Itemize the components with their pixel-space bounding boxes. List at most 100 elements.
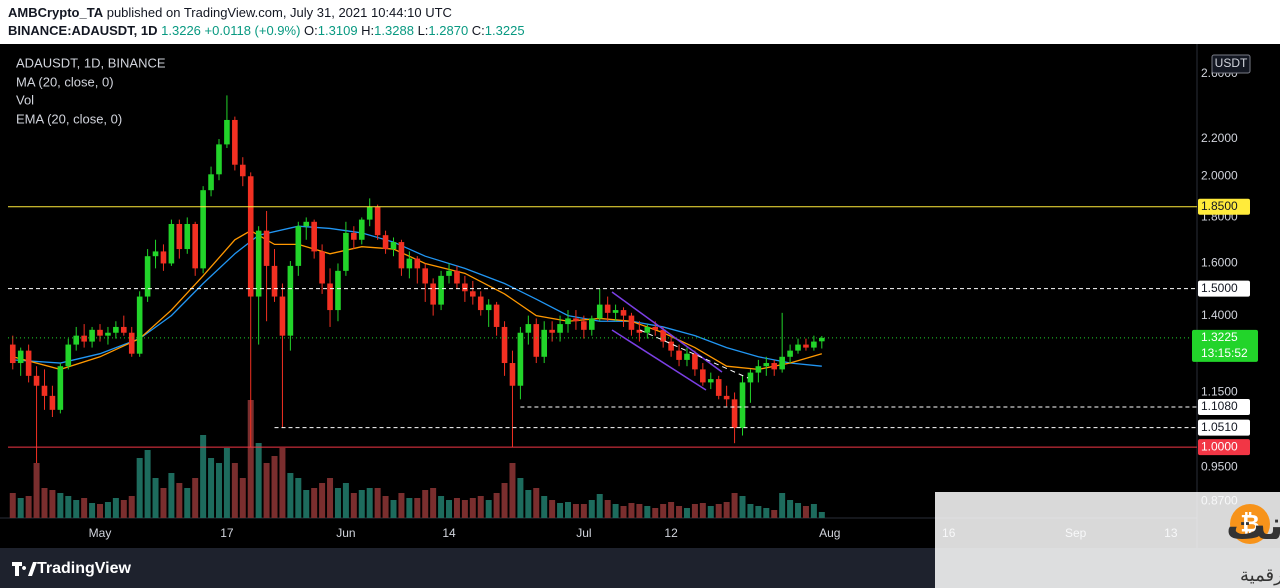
candle-body: [160, 251, 167, 264]
volume-bar: [239, 478, 246, 518]
volume-bar: [327, 478, 334, 518]
volume-bar: [81, 498, 88, 518]
candle-body: [319, 251, 325, 284]
candle-body: [136, 296, 143, 354]
x-tick-label: 14: [442, 526, 456, 540]
x-tick-label: Jun: [336, 526, 355, 540]
level-label-bg: [1198, 399, 1250, 416]
candle-body: [9, 344, 16, 364]
level-label-bg: [1198, 439, 1250, 456]
volume-bar: [9, 493, 16, 518]
volume-bar: [818, 512, 825, 518]
volume-bar: [342, 483, 349, 518]
candle-body: [263, 230, 270, 266]
btc-logo: [1230, 504, 1270, 544]
volume-bar: [374, 488, 381, 518]
volume-bar: [279, 448, 286, 518]
volume-bar: [572, 504, 579, 518]
published: published on TradingView.com, July 31, 2…: [106, 5, 452, 20]
x-tick-label: May: [89, 526, 112, 540]
candle-body: [335, 270, 341, 311]
candle-body: [406, 258, 413, 269]
candle-body: [533, 324, 540, 357]
volume-bar: [596, 494, 603, 518]
candle-body: [105, 332, 111, 336]
volume-bar: [779, 493, 786, 518]
candle-body: [232, 119, 238, 165]
volume-bar: [17, 498, 24, 518]
volume-bar: [255, 443, 262, 518]
level-label: 1.1080: [1201, 399, 1238, 413]
candle-body: [573, 318, 579, 322]
candle-body: [255, 230, 262, 297]
x-tick-label: 12: [664, 526, 678, 540]
channel-top: [611, 291, 723, 373]
candle-body: [581, 321, 587, 330]
volume-bar: [104, 502, 111, 518]
x-tick-label: Aug: [819, 526, 840, 540]
y-tick-label: 1.1500: [1201, 385, 1238, 399]
legend-vol: Vol: [16, 92, 34, 107]
x-tick-label: Jul: [576, 526, 591, 540]
candle-body: [509, 363, 516, 386]
candle-body: [755, 366, 762, 373]
header: AMBCrypto_TA published on TradingView.co…: [8, 4, 525, 40]
volume-bar: [223, 448, 230, 518]
candle-body: [612, 310, 619, 313]
volume-bar: [406, 498, 413, 518]
candle-body: [176, 223, 183, 250]
volume-bar: [604, 500, 611, 518]
btc-symbol: ₿: [1240, 510, 1260, 537]
candle-body: [462, 283, 468, 292]
currency: USDT: [1215, 56, 1248, 70]
volume-bar: [33, 463, 40, 518]
symbol-line: BINANCE:ADAUSDT, 1D 1.3226 +0.0118 (+0.9…: [8, 22, 525, 40]
volume-bar: [144, 450, 151, 518]
volume-bar: [176, 483, 183, 518]
candle-body: [168, 223, 175, 264]
watermark-subtitle: أخبار العملات الرقمية: [1240, 563, 1280, 586]
level-label: 1.8500: [1201, 199, 1238, 213]
o: O:: [304, 23, 318, 38]
volume-bar: [390, 500, 397, 518]
publish-line: AMBCrypto_TA published on TradingView.co…: [8, 4, 525, 22]
level-label-bg: [1198, 198, 1250, 215]
volume-bar: [215, 463, 222, 518]
volume-bar: [295, 478, 302, 518]
symbol: BINANCE:ADAUSDT, 1D: [8, 23, 158, 38]
volume-bar: [334, 488, 341, 518]
candle-body: [501, 326, 508, 364]
volume-bar: [533, 488, 540, 518]
candle-body: [311, 221, 317, 252]
candle-body: [803, 344, 809, 348]
candle-body: [192, 223, 198, 269]
y-tick-label: 1.6000: [1201, 256, 1238, 270]
candle-body: [700, 369, 706, 383]
volume-bar: [287, 473, 294, 518]
candle-body: [446, 270, 452, 276]
volume-bar: [676, 506, 683, 518]
volume-bar: [668, 502, 675, 518]
candle-body: [81, 335, 87, 342]
candle-body: [303, 221, 310, 227]
candle-body: [216, 144, 222, 175]
volume-bar: [525, 490, 532, 518]
volume-bar: [549, 500, 556, 518]
candle-body: [454, 270, 460, 284]
currency-box[interactable]: [1211, 54, 1251, 74]
volume-bar: [382, 496, 389, 518]
candle-body: [477, 296, 484, 311]
candle-body: [128, 332, 135, 354]
candle-body: [239, 164, 246, 177]
trend-line: [639, 329, 749, 379]
change: +0.0118 (+0.9%): [204, 23, 301, 38]
legend-ema: EMA (20, close, 0): [16, 111, 122, 126]
candle-body: [541, 329, 548, 357]
candle-body: [731, 399, 738, 429]
candle-body: [295, 226, 302, 266]
candle-body: [57, 366, 64, 410]
volume-bar: [644, 506, 651, 518]
watermark-bg: [935, 492, 1280, 588]
level-label-bg: [1198, 280, 1250, 297]
volume-bar: [89, 503, 96, 518]
